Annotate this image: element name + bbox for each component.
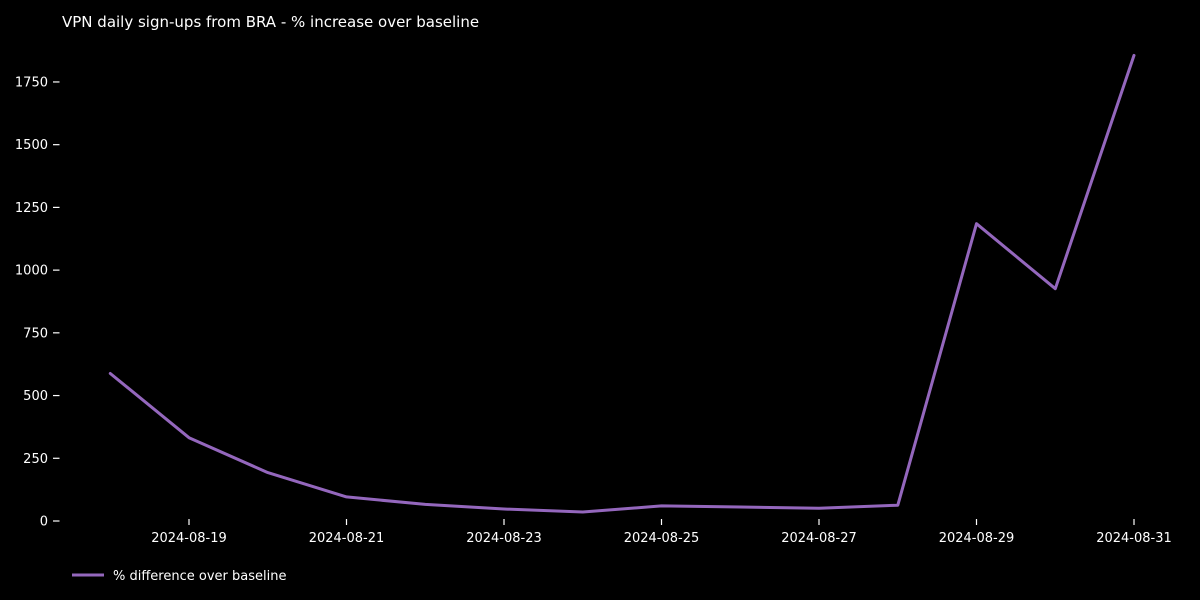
x-axis-tick-label: 2024-08-25	[624, 531, 700, 546]
signups-data-line	[108, 53, 1136, 514]
x-axis: 2024-08-19 2024-08-21 2024-08-23 2024-08-25…	[151, 519, 1172, 546]
x-axis-tick-label: 2024-08-29	[939, 531, 1015, 546]
y-axis-tick-label: 250	[23, 452, 48, 467]
y-axis-tick-label: 1250	[15, 201, 48, 216]
y-axis-tick-label: 1750	[15, 75, 48, 90]
y-axis-tick-label: 1000	[15, 264, 48, 279]
x-axis-tick-label: 2024-08-31	[1096, 531, 1172, 546]
y-axis-tick-label: 0	[40, 515, 48, 530]
y-axis-tick-label: 1500	[15, 138, 48, 153]
chart-title: VPN daily sign-ups from BRA - % increase…	[62, 13, 479, 31]
y-axis: 0 250 500 750 1000 1250 1500 1750	[15, 75, 60, 530]
legend: % difference over baseline	[72, 569, 286, 584]
x-axis-tick-label: 2024-08-23	[466, 531, 542, 546]
x-axis-tick-label: 2024-08-27	[781, 531, 857, 546]
legend-label: % difference over baseline	[113, 569, 286, 584]
x-axis-tick-label: 2024-08-19	[151, 531, 227, 546]
x-axis-tick-label: 2024-08-21	[309, 531, 385, 546]
y-axis-tick-label: 500	[23, 389, 48, 404]
y-axis-tick-label: 750	[23, 326, 48, 341]
